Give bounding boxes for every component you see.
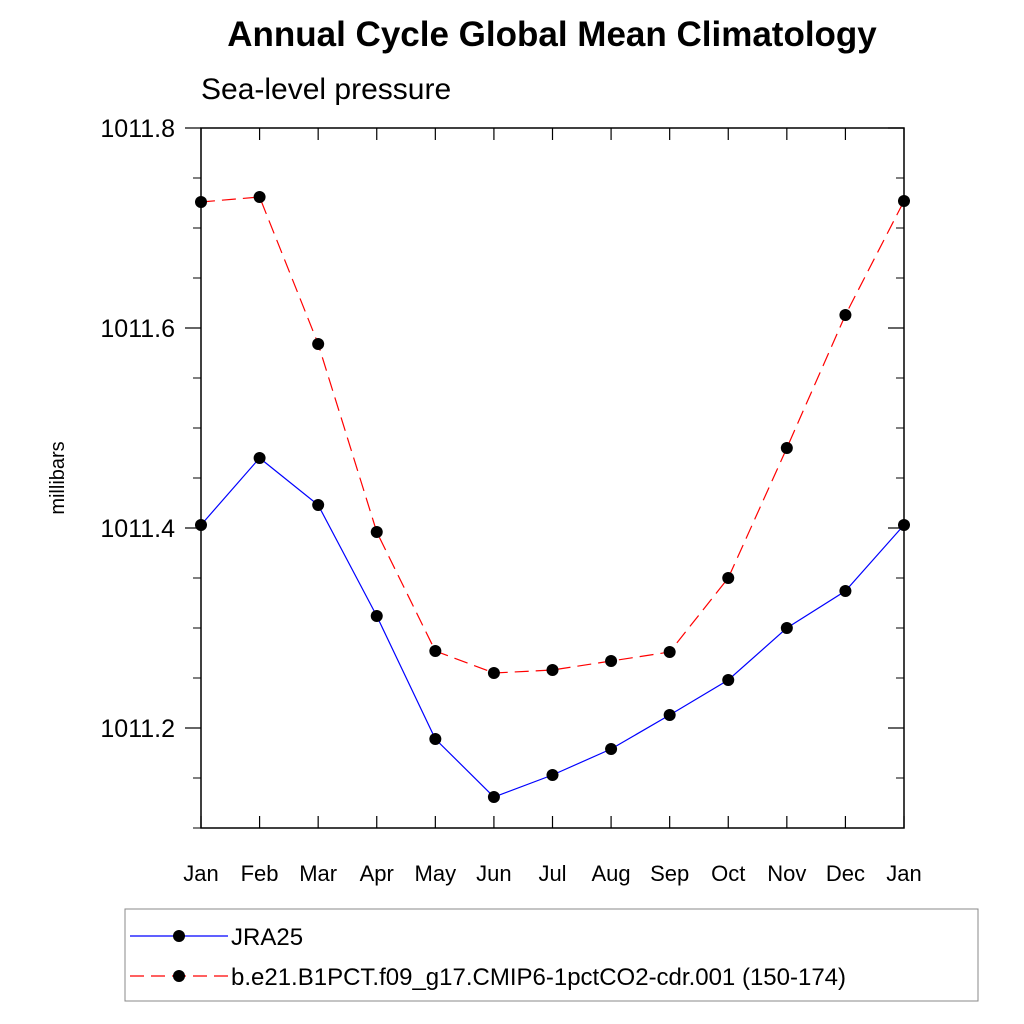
chart-subtitle: Sea-level pressure <box>201 73 451 106</box>
x-tick-label: Mar <box>299 861 337 886</box>
x-tick-label: Aug <box>592 861 631 886</box>
legend-label-2: b.e21.B1PCT.f09_g17.CMIP6-1pctCO2-cdr.00… <box>231 964 846 991</box>
labels-layer: Jan Feb Mar Apr May Jun Jul Aug Sep Oct Nov Dec Jan 1… <box>100 115 921 886</box>
x-tick-label: Nov <box>767 861 806 886</box>
series-1-point <box>487 791 500 803</box>
series-2-point <box>663 646 676 658</box>
series-1-point <box>722 674 735 686</box>
series-1-point <box>663 709 676 721</box>
x-tick-label: Jun <box>476 861 511 886</box>
x-tick-label: Sep <box>650 861 689 886</box>
y-tick-label: 1011.6 <box>100 315 175 343</box>
legend-layer: JRA25 b.e21.B1PCT.f09_g17.CMIP6-1pctCO2-c… <box>130 924 846 991</box>
x-tick-label: Jan <box>886 861 921 886</box>
series-2-point <box>195 196 207 208</box>
series-2-point <box>429 645 442 657</box>
series-1-point <box>253 452 266 464</box>
series-2-point <box>839 309 852 321</box>
series-2-point <box>487 667 500 679</box>
ticks-layer <box>185 127 905 829</box>
plot-frame <box>200 127 905 829</box>
x-tick-label: May <box>415 861 457 886</box>
series-2-point <box>253 191 266 203</box>
series-2-point <box>312 338 325 350</box>
series-2-point <box>546 664 559 676</box>
series-line-2 <box>200 196 905 674</box>
x-tick-label: Apr <box>360 861 394 886</box>
series-line-1 <box>200 457 905 798</box>
series-layer <box>195 191 910 803</box>
y-tick-label: 1011.2 <box>100 715 175 743</box>
series-1-point <box>780 622 793 634</box>
y-tick-label: 1011.8 <box>100 115 175 143</box>
y-axis-label: millibars <box>47 441 69 514</box>
x-tick-label: Oct <box>711 861 745 886</box>
series-1-point <box>370 610 383 622</box>
series-1-point <box>546 769 559 781</box>
series-1-point <box>429 733 442 745</box>
series-2-point <box>898 195 910 207</box>
chart-title: Annual Cycle Global Mean Climatology <box>227 15 877 54</box>
series-1-point <box>898 519 910 531</box>
legend-label-1: JRA25 <box>231 924 303 951</box>
series-2-point <box>722 572 735 584</box>
legend-marker-1 <box>173 930 185 942</box>
series-1-point <box>839 585 852 597</box>
x-tick-label: Jan <box>183 861 218 886</box>
x-tick-label: Feb <box>241 861 279 886</box>
x-tick-label: Jul <box>538 861 566 886</box>
series-1-point <box>195 519 207 531</box>
series-2-point <box>780 442 793 454</box>
series-1-point <box>605 743 618 755</box>
series-2-point <box>605 655 618 667</box>
y-tick-label: 1011.4 <box>100 515 175 543</box>
legend-marker-2 <box>173 970 185 982</box>
x-tick-label: Dec <box>826 861 865 886</box>
series-1-point <box>312 499 325 511</box>
series-2-point <box>370 526 383 538</box>
legend-box <box>124 908 979 1002</box>
